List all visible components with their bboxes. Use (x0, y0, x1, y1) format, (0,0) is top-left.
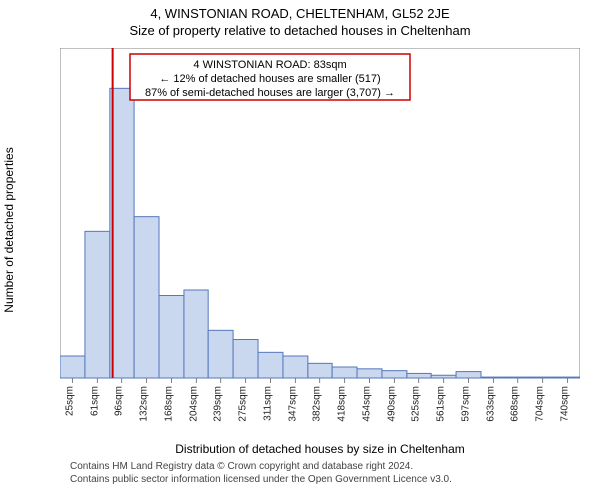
svg-text:132sqm: 132sqm (139, 386, 150, 422)
chart-title-address: 4, WINSTONIAN ROAD, CHELTENHAM, GL52 2JE (0, 0, 600, 21)
svg-text:597sqm: 597sqm (461, 386, 472, 422)
svg-text:633sqm: 633sqm (485, 386, 496, 422)
svg-text:347sqm: 347sqm (287, 386, 298, 422)
svg-text:168sqm: 168sqm (163, 386, 174, 422)
plot-area: 02004006008001000120014001600180025sqm61… (60, 48, 580, 428)
svg-text:740sqm: 740sqm (560, 386, 571, 422)
svg-text:418sqm: 418sqm (337, 386, 348, 422)
attribution-text: Contains HM Land Registry data © Crown c… (70, 460, 590, 486)
svg-text:382sqm: 382sqm (312, 386, 323, 422)
chart-title-subtitle: Size of property relative to detached ho… (0, 21, 600, 42)
svg-text:490sqm: 490sqm (386, 386, 397, 422)
attribution-line2: Contains public sector information licen… (70, 473, 590, 486)
histogram-svg: 02004006008001000120014001600180025sqm61… (60, 48, 580, 428)
x-axis-label: Distribution of detached houses by size … (60, 442, 580, 456)
svg-text:668sqm: 668sqm (510, 386, 521, 422)
svg-text:275sqm: 275sqm (238, 386, 249, 422)
svg-text:311sqm: 311sqm (262, 386, 273, 421)
svg-text:61sqm: 61sqm (89, 386, 100, 416)
svg-text:239sqm: 239sqm (213, 386, 224, 422)
svg-text:25sqm: 25sqm (64, 386, 75, 416)
svg-text:87% of semi-detached houses ar: 87% of semi-detached houses are larger (… (145, 87, 395, 99)
svg-text:454sqm: 454sqm (362, 386, 373, 422)
svg-text:704sqm: 704sqm (535, 386, 546, 422)
y-axis-label: Number of detached properties (2, 40, 22, 420)
svg-text:96sqm: 96sqm (114, 386, 125, 416)
svg-text:525sqm: 525sqm (411, 386, 422, 422)
attribution-line1: Contains HM Land Registry data © Crown c… (70, 460, 590, 473)
svg-text:561sqm: 561sqm (436, 386, 447, 422)
svg-text:← 12% of detached houses are s: ← 12% of detached houses are smaller (51… (159, 73, 380, 85)
svg-text:4 WINSTONIAN ROAD: 83sqm: 4 WINSTONIAN ROAD: 83sqm (193, 59, 346, 71)
chart-container: 4, WINSTONIAN ROAD, CHELTENHAM, GL52 2JE… (0, 0, 600, 500)
svg-text:204sqm: 204sqm (188, 386, 199, 422)
